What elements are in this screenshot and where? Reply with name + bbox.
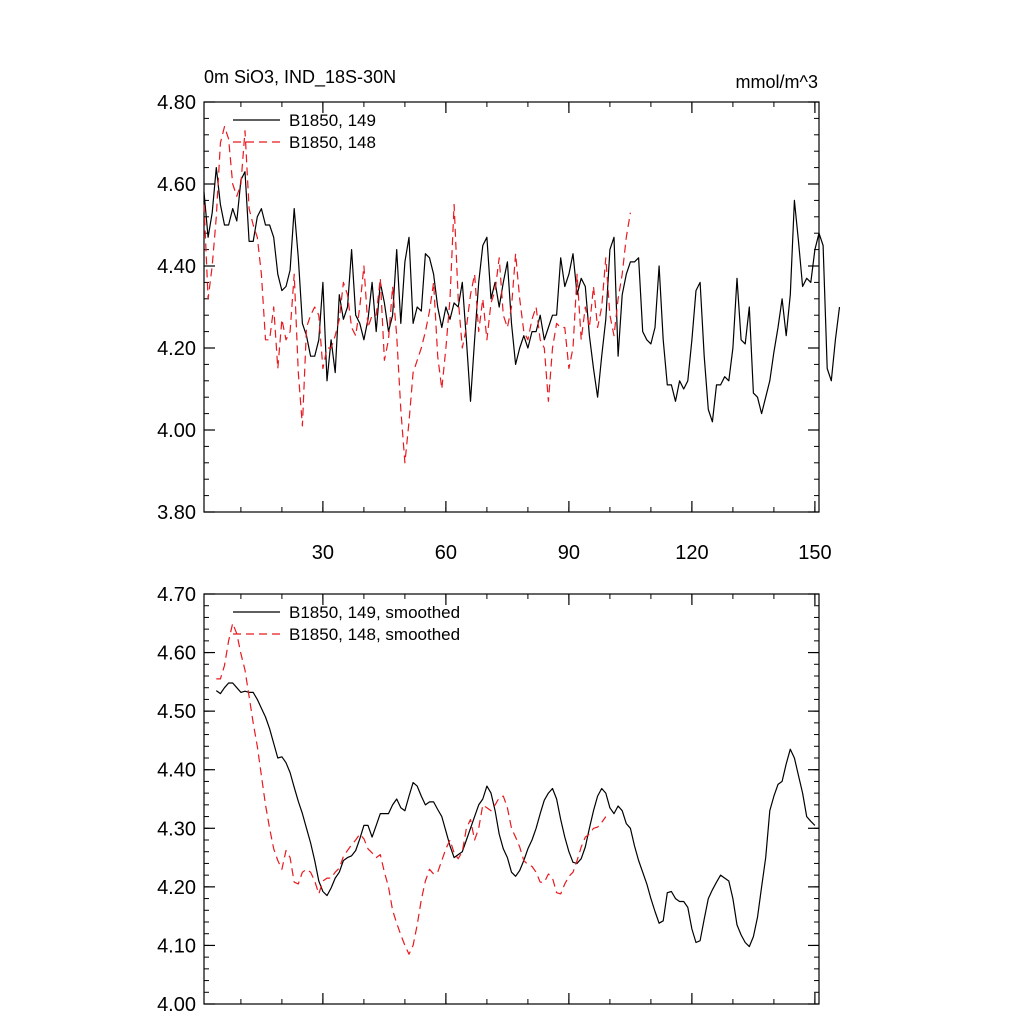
top-legend-label-1: B1850, 149 bbox=[289, 111, 376, 130]
top-series-149-line bbox=[203, 167, 841, 423]
top-y-tick-label: 4.80 bbox=[157, 92, 196, 114]
bottom-y-tick-label: 4.60 bbox=[157, 643, 196, 665]
top-y-tick-label: 4.60 bbox=[157, 174, 196, 196]
bottom-y-axis: 4.00 4.10 4.20 4.30 4.40 4.50 4.60 4.70 bbox=[157, 584, 819, 1016]
bottom-y-tick-label: 4.00 bbox=[157, 994, 196, 1016]
top-x-tick-label: 120 bbox=[675, 542, 708, 564]
bottom-y-tick-label: 4.70 bbox=[157, 584, 196, 606]
bottom-series-148-line bbox=[216, 622, 607, 955]
bottom-y-tick-label: 4.30 bbox=[157, 818, 196, 840]
bottom-series-group bbox=[215, 622, 816, 955]
top-y-axis: 3.80 4.00 4.20 4.40 4.60 4.80 bbox=[157, 92, 819, 524]
top-y-tick-label: 3.80 bbox=[157, 502, 196, 524]
chart-title: 0m SiO3, IND_18S-30N bbox=[204, 67, 396, 88]
top-y-tick-label: 4.40 bbox=[157, 256, 196, 278]
top-series-148-line bbox=[203, 125, 631, 464]
top-legend: B1850, 149 B1850, 148 bbox=[233, 111, 376, 152]
top-x-axis: 30 60 90 120 150 bbox=[240, 102, 832, 564]
top-series-group bbox=[203, 125, 841, 464]
top-panel: 3.80 4.00 4.20 4.40 4.60 4.80 30 60 90 120 150 B1… bbox=[157, 92, 841, 564]
bottom-legend: B1850, 149, smoothed B1850, 148, smoothe… bbox=[233, 603, 460, 644]
bottom-plot-frame bbox=[203, 593, 820, 1005]
bottom-panel: 4.00 4.10 4.20 4.30 4.40 4.50 4.60 4.70 B1850, … bbox=[157, 584, 820, 1016]
top-legend-label-2: B1850, 148 bbox=[289, 133, 376, 152]
top-x-tick-label: 30 bbox=[312, 542, 334, 564]
top-y-tick-label: 4.00 bbox=[157, 420, 196, 442]
bottom-y-tick-label: 4.10 bbox=[157, 935, 196, 957]
bottom-y-tick-label: 4.50 bbox=[157, 701, 196, 723]
top-x-tick-label: 60 bbox=[435, 542, 457, 564]
bottom-y-tick-label: 4.20 bbox=[157, 877, 196, 899]
top-x-tick-label: 90 bbox=[558, 542, 580, 564]
units-label: mmol/m^3 bbox=[736, 72, 818, 92]
bottom-legend-label-2: B1850, 148, smoothed bbox=[289, 625, 460, 644]
top-x-tick-label: 150 bbox=[798, 542, 831, 564]
bottom-series-149-line bbox=[215, 682, 816, 948]
top-plot-frame bbox=[203, 101, 820, 513]
bottom-legend-label-1: B1850, 149, smoothed bbox=[289, 603, 460, 622]
bottom-x-axis bbox=[240, 594, 816, 1004]
bottom-y-tick-label: 4.40 bbox=[157, 760, 196, 782]
top-y-tick-label: 4.20 bbox=[157, 338, 196, 360]
